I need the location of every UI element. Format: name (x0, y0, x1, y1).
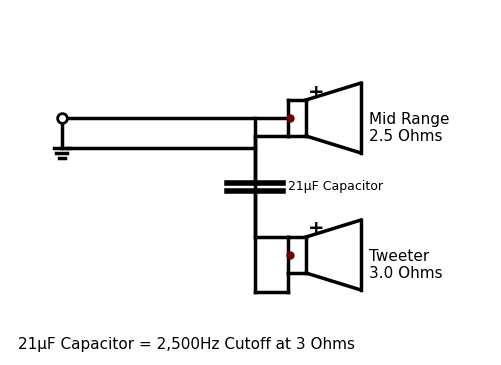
Text: 21μF Capacitor = 2,500Hz Cutoff at 3 Ohms: 21μF Capacitor = 2,500Hz Cutoff at 3 Ohm… (18, 338, 354, 353)
Text: 21μF Capacitor: 21μF Capacitor (288, 180, 382, 193)
Text: +: + (307, 82, 324, 101)
Text: Tweeter
3.0 Ohms: Tweeter 3.0 Ohms (368, 249, 442, 281)
Text: Mid Range
2.5 Ohms: Mid Range 2.5 Ohms (368, 112, 448, 144)
Text: +: + (307, 219, 324, 238)
